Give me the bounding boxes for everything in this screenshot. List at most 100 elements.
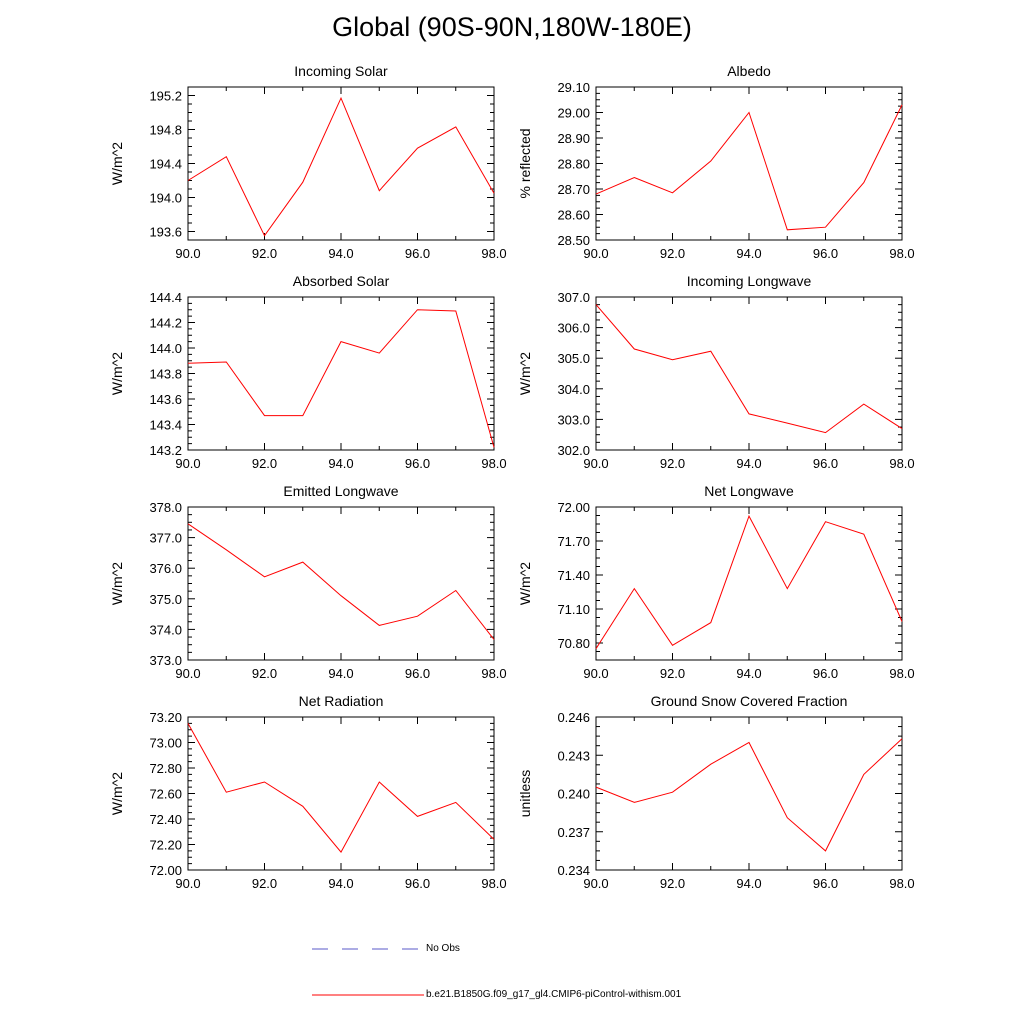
x-tick-label: 94.0: [736, 246, 761, 261]
y-tick-label: 144.2: [149, 316, 182, 331]
series-line-model: [595, 738, 903, 852]
plot-frame: [187, 86, 495, 241]
plot-frame: [595, 296, 903, 451]
x-tick-label: 92.0: [252, 456, 277, 471]
x-tick-label: 98.0: [481, 246, 506, 261]
panel-title: Albedo: [727, 63, 771, 79]
x-tick-label: 96.0: [405, 876, 430, 891]
y-axis-label: W/m^2: [517, 352, 533, 395]
x-tick-label: 96.0: [813, 876, 838, 891]
x-tick-label: 92.0: [660, 246, 685, 261]
y-tick-label: 0.240: [557, 787, 590, 802]
legend-model-line: [312, 994, 424, 996]
y-tick-label: 303.0: [557, 412, 590, 427]
plot-frame: [187, 716, 495, 871]
x-tick-label: 96.0: [405, 246, 430, 261]
y-axis-label: W/m^2: [109, 352, 125, 395]
panel-title: Net Longwave: [704, 483, 794, 499]
x-tick-label: 94.0: [328, 666, 353, 681]
x-tick-label: 94.0: [736, 456, 761, 471]
y-tick-label: 144.0: [149, 341, 182, 356]
y-tick-label: 72.80: [149, 761, 182, 776]
series-line-model: [595, 304, 903, 434]
x-tick-label: 90.0: [175, 876, 200, 891]
plot-frame: [595, 716, 903, 871]
series-line-model: [187, 96, 495, 237]
y-tick-label: 195.2: [149, 89, 182, 104]
x-tick-label: 98.0: [889, 876, 914, 891]
y-axis-label: W/m^2: [109, 562, 125, 605]
y-axis-label: W/m^2: [109, 772, 125, 815]
x-tick-label: 94.0: [736, 876, 761, 891]
y-tick-label: 0.234: [557, 863, 590, 878]
y-tick-label: 194.4: [149, 157, 182, 172]
x-tick-label: 90.0: [583, 876, 608, 891]
x-tick-label: 94.0: [328, 246, 353, 261]
legend-model-label: b.e21.B1850G.f09_g17_gl4.CMIP6-piControl…: [426, 989, 682, 1000]
x-tick-label: 90.0: [583, 666, 608, 681]
y-tick-label: 306.0: [557, 321, 590, 336]
y-tick-label: 29.00: [557, 106, 590, 121]
page-title: Global (90S-90N,180W-180E): [332, 12, 692, 42]
chart-panel: Absorbed Solar W/m^2 90.0 92.0 94.0 96.0 98.0 1…: [109, 273, 507, 471]
y-axis-label: unitless: [517, 770, 533, 817]
series-line-model: [187, 309, 495, 448]
y-tick-label: 374.0: [149, 622, 182, 637]
y-tick-label: 143.8: [149, 367, 182, 382]
panel-title: Incoming Solar: [294, 63, 388, 79]
legend-obs-line: [312, 948, 424, 950]
x-tick-label: 94.0: [736, 666, 761, 681]
panel-title: Emitted Longwave: [283, 483, 398, 499]
panel-title: Incoming Longwave: [687, 273, 812, 289]
y-axis-label: W/m^2: [517, 562, 533, 605]
x-tick-label: 94.0: [328, 876, 353, 891]
x-tick-label: 96.0: [813, 666, 838, 681]
x-tick-label: 92.0: [660, 456, 685, 471]
x-tick-label: 98.0: [889, 246, 914, 261]
plot-frame: [595, 86, 903, 241]
y-tick-label: 72.00: [557, 500, 590, 515]
y-tick-label: 194.0: [149, 191, 182, 206]
y-tick-label: 28.80: [557, 157, 590, 172]
y-tick-label: 0.246: [557, 710, 590, 725]
x-tick-label: 96.0: [813, 246, 838, 261]
y-tick-label: 375.0: [149, 592, 182, 607]
y-tick-label: 28.50: [557, 233, 590, 248]
x-tick-label: 96.0: [405, 456, 430, 471]
x-tick-label: 92.0: [252, 246, 277, 261]
series-line-model: [595, 104, 903, 231]
x-tick-label: 92.0: [660, 666, 685, 681]
x-tick-label: 92.0: [660, 876, 685, 891]
chart-panel: Net Longwave W/m^2 90.0 92.0 94.0 96.0 98.0 70.…: [517, 483, 915, 681]
y-tick-label: 305.0: [557, 351, 590, 366]
x-tick-label: 98.0: [889, 456, 914, 471]
legend-obs-label: No Obs: [426, 943, 460, 954]
y-tick-label: 194.8: [149, 123, 182, 138]
x-tick-label: 90.0: [583, 246, 608, 261]
y-tick-label: 71.10: [557, 602, 590, 617]
y-tick-label: 0.237: [557, 825, 590, 840]
series-line-model: [595, 514, 903, 649]
y-tick-label: 71.70: [557, 534, 590, 549]
x-tick-label: 94.0: [328, 456, 353, 471]
y-tick-label: 73.00: [149, 736, 182, 751]
y-tick-label: 0.243: [557, 748, 590, 763]
x-tick-label: 98.0: [481, 456, 506, 471]
y-tick-label: 28.90: [557, 131, 590, 146]
panel-title: Absorbed Solar: [293, 273, 390, 289]
chart-panel: Ground Snow Covered Fraction unitless 90.0…: [517, 693, 915, 891]
y-tick-label: 143.2: [149, 443, 182, 458]
series-line-model: [187, 723, 495, 853]
y-tick-label: 72.40: [149, 812, 182, 827]
panel-title: Ground Snow Covered Fraction: [651, 693, 848, 709]
y-tick-label: 28.60: [557, 208, 590, 223]
plot-frame: [187, 506, 495, 661]
y-axis-label: W/m^2: [109, 142, 125, 185]
y-tick-label: 378.0: [149, 500, 182, 515]
y-tick-label: 72.60: [149, 787, 182, 802]
x-tick-label: 90.0: [583, 456, 608, 471]
x-tick-label: 92.0: [252, 876, 277, 891]
y-tick-label: 304.0: [557, 382, 590, 397]
x-tick-label: 96.0: [405, 666, 430, 681]
